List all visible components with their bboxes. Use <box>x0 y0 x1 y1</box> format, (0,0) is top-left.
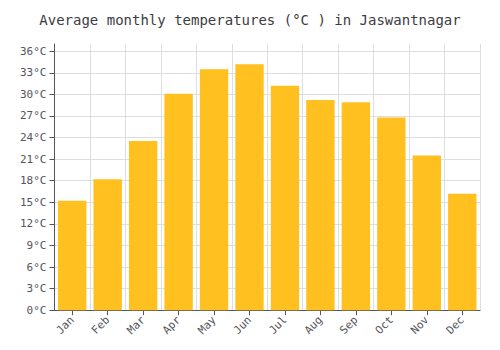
svg-text:Jun: Jun <box>231 314 254 337</box>
svg-text:9°C: 9°C <box>27 239 47 252</box>
svg-text:12°C: 12°C <box>20 217 47 230</box>
svg-text:Jul: Jul <box>266 314 289 337</box>
svg-text:Apr: Apr <box>160 313 183 336</box>
svg-text:3°C: 3°C <box>27 282 47 295</box>
svg-text:Nov: Nov <box>408 313 431 336</box>
svg-text:Dec: Dec <box>444 314 467 337</box>
svg-text:Average monthly temperatures (: Average monthly temperatures (°C ) in Ja… <box>39 12 460 28</box>
svg-text:Sep: Sep <box>337 314 360 337</box>
svg-text:May: May <box>195 313 218 336</box>
svg-text:21°C: 21°C <box>20 153 47 166</box>
svg-text:24°C: 24°C <box>20 131 47 144</box>
svg-text:Oct: Oct <box>373 314 396 337</box>
svg-text:15°C: 15°C <box>20 196 47 209</box>
svg-text:Mar: Mar <box>125 313 148 336</box>
svg-text:36°C: 36°C <box>20 45 47 58</box>
svg-text:0°C: 0°C <box>27 304 47 317</box>
svg-text:Feb: Feb <box>89 314 112 337</box>
svg-text:6°C: 6°C <box>27 261 47 274</box>
svg-text:Aug: Aug <box>302 314 325 337</box>
svg-text:30°C: 30°C <box>20 88 47 101</box>
svg-text:Jan: Jan <box>54 314 77 337</box>
svg-text:33°C: 33°C <box>20 66 47 79</box>
svg-text:27°C: 27°C <box>20 109 47 122</box>
svg-text:18°C: 18°C <box>20 174 47 187</box>
